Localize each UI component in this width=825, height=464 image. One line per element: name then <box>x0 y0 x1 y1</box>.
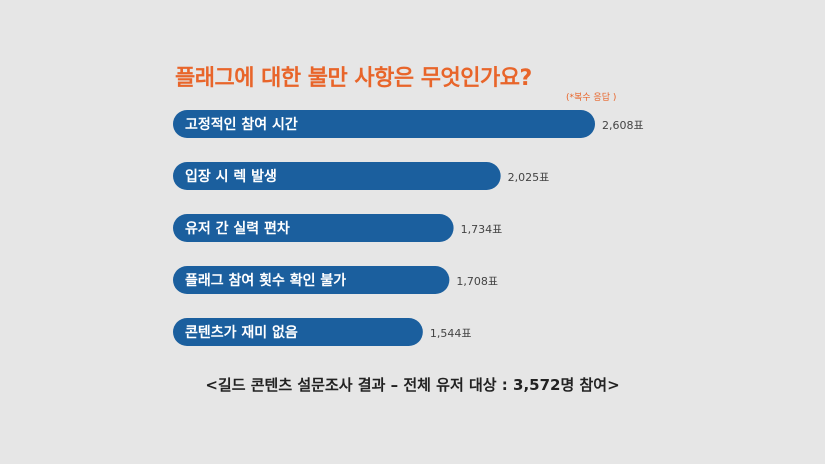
bar-category-label: 콘텐츠가 재미 없음 <box>185 324 298 341</box>
multiple-response-note: (*복수 응답 ) <box>566 93 617 103</box>
survey-footer: <길드 콘텐츠 설문조사 결과 – 전체 유저 대상 : 3,572명 참여> <box>205 376 620 394</box>
bar <box>173 162 501 190</box>
chart-title: 플래그에 대한 불만 사항은 무엇인가요? <box>175 66 532 91</box>
bar-category-label: 유저 간 실력 편차 <box>185 220 290 237</box>
bar <box>173 266 450 294</box>
bar <box>173 110 595 138</box>
bar-category-label: 고정적인 참여 시간 <box>185 116 298 133</box>
bar-category-label: 플래그 참여 횟수 확인 불가 <box>185 272 346 289</box>
bar-category-label: 입장 시 렉 발생 <box>185 168 277 185</box>
bar-value-label: 1,734표 <box>461 223 503 236</box>
bar-value-label: 2,608표 <box>602 119 644 132</box>
bar <box>173 318 423 346</box>
bar-value-label: 2,025표 <box>508 171 550 184</box>
bar-value-label: 1,708표 <box>456 275 498 288</box>
bar <box>173 214 454 242</box>
bar-value-label: 1,544표 <box>430 327 472 340</box>
